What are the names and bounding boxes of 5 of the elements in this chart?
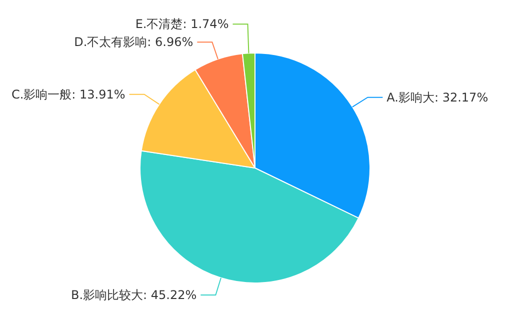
slice-label: A.影响大: 32.17%: [386, 90, 488, 104]
slice-label: D.不太有影响: 6.96%: [74, 35, 194, 50]
slice-label: B.影响比较大: 45.22%: [70, 288, 197, 302]
slice-label: E.不清楚: 1.74%: [135, 17, 229, 32]
slice-label: C.影响一般: 13.91%: [11, 87, 126, 102]
